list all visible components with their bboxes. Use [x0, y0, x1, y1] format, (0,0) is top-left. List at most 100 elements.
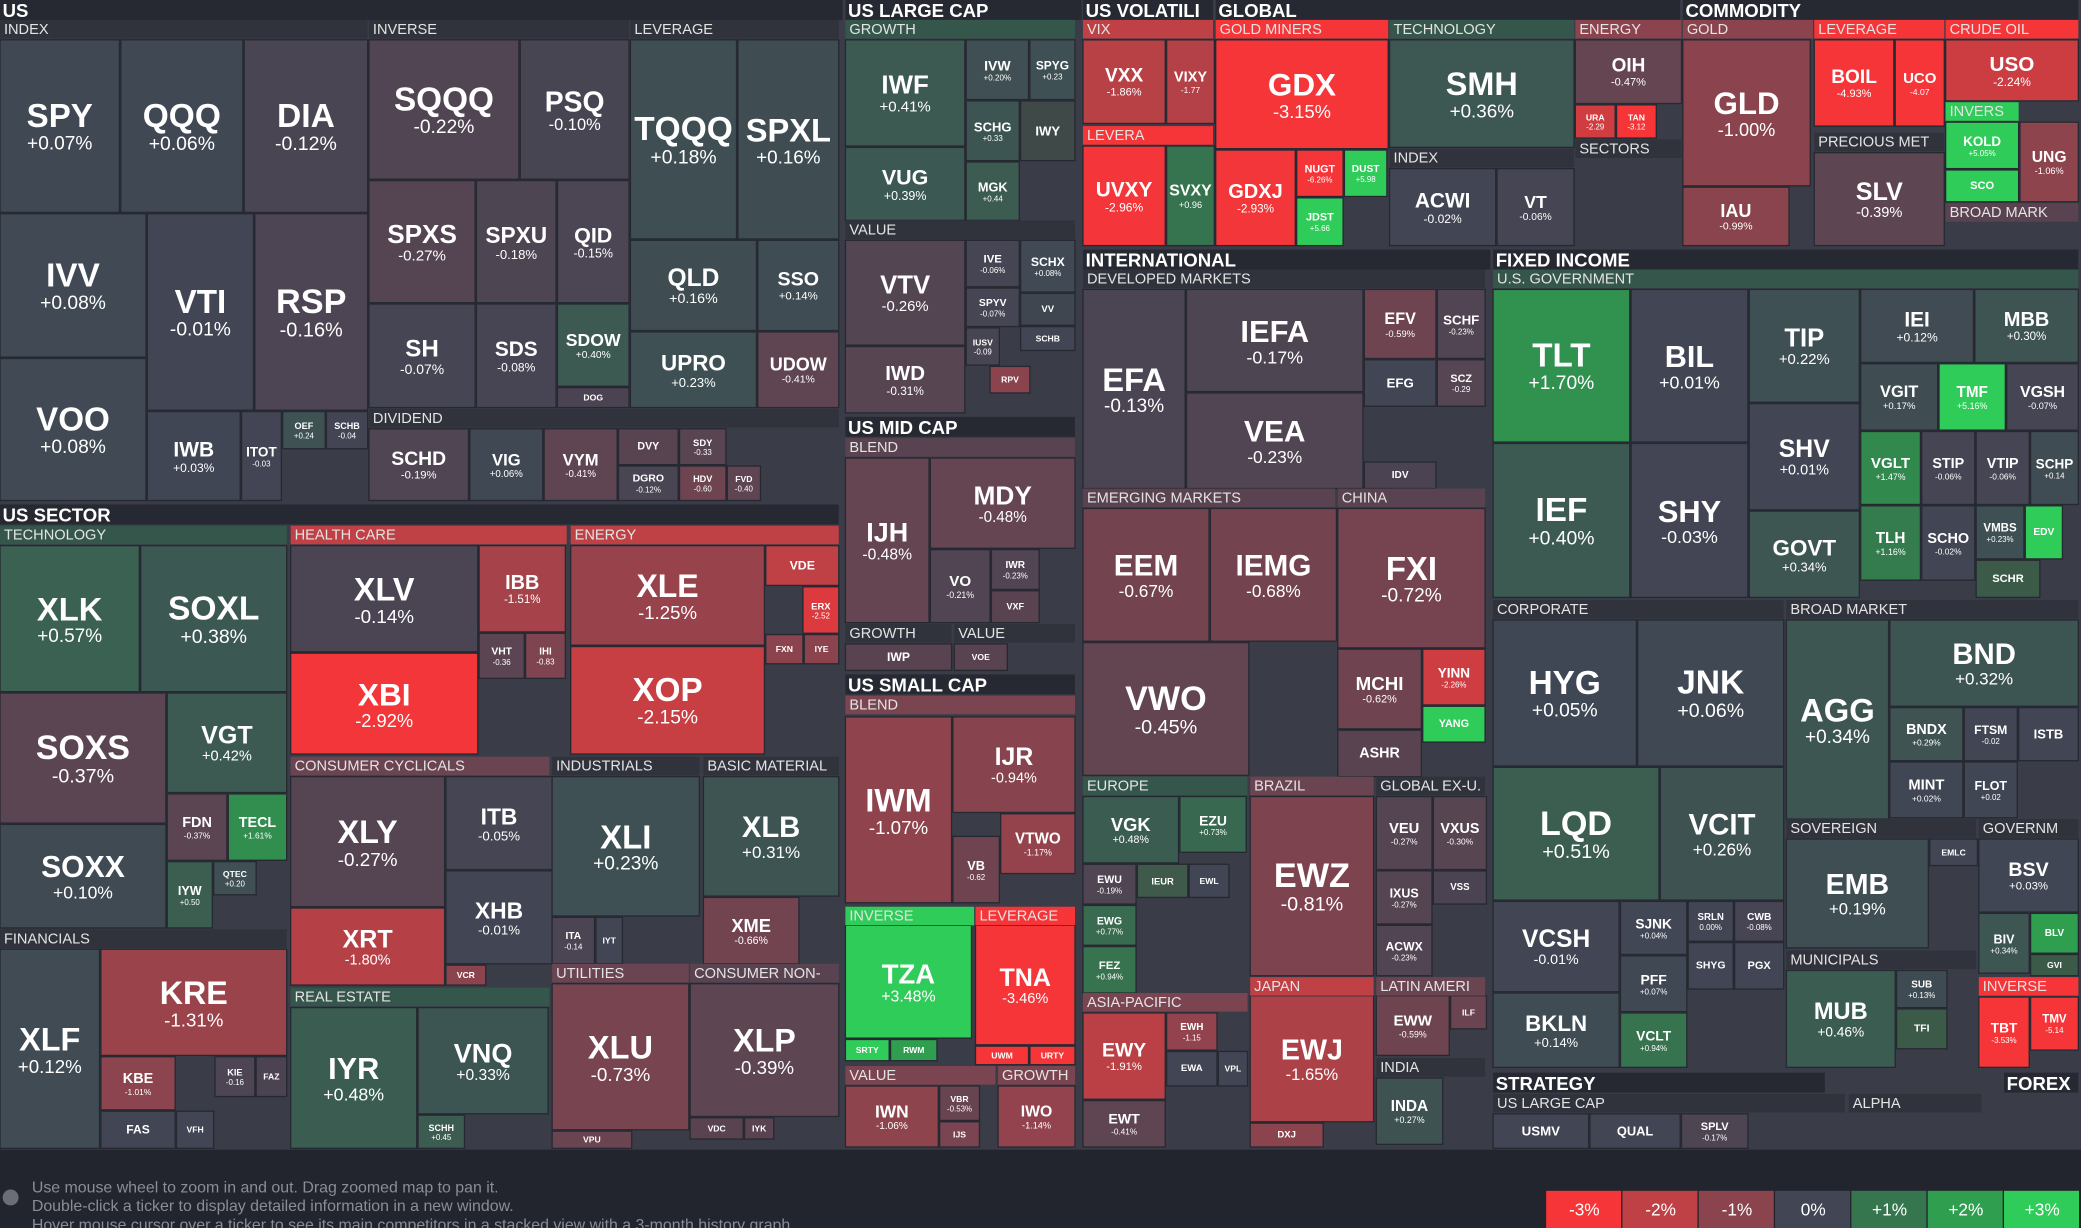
tile-change[interactable]: -0.23% [1449, 327, 1474, 336]
tile[interactable] [1082, 904, 1137, 946]
tile[interactable] [2029, 430, 2080, 506]
tile-change[interactable]: -0.06% [1989, 471, 2016, 481]
tile[interactable] [0, 948, 101, 1150]
tile-change[interactable]: -3.12 [1627, 123, 1646, 132]
tile-change[interactable]: +5.98 [1356, 175, 1377, 184]
tile-ticker[interactable]: PFF [1641, 972, 1667, 988]
tile[interactable] [368, 39, 520, 180]
tile-ticker[interactable]: SH [405, 335, 439, 362]
tile[interactable] [965, 287, 1020, 328]
tile-ticker[interactable]: VOE [972, 652, 990, 662]
tile-change[interactable]: +0.33 [983, 134, 1004, 143]
tile-change[interactable]: +0.13% [1908, 991, 1935, 1000]
tile-ticker[interactable]: VWO [1125, 680, 1206, 718]
tile-change[interactable]: +0.31% [742, 843, 800, 862]
tile-ticker[interactable]: XLU [588, 1029, 653, 1065]
tile[interactable] [175, 1110, 215, 1150]
tile[interactable] [965, 239, 1020, 288]
tile-ticker[interactable]: IYT [602, 936, 616, 946]
tile[interactable] [1029, 39, 1076, 101]
tile[interactable] [2006, 363, 2080, 431]
tile-change[interactable]: +0.51% [1542, 841, 1610, 863]
tile[interactable] [629, 239, 758, 332]
tile[interactable] [989, 365, 1031, 394]
tile[interactable] [1082, 1099, 1166, 1148]
tile[interactable] [952, 716, 1076, 814]
tile[interactable] [1492, 766, 1660, 901]
tile[interactable] [1337, 648, 1423, 730]
tile[interactable] [1492, 288, 1631, 443]
tile-ticker[interactable]: SCHH [429, 1123, 455, 1133]
tile-ticker[interactable]: BIL [1665, 340, 1714, 374]
tile-change[interactable]: -0.41% [782, 375, 815, 386]
tile[interactable] [1748, 402, 1861, 511]
tile-change[interactable]: -0.01% [1534, 952, 1579, 968]
tile-ticker[interactable]: QQQ [143, 98, 221, 135]
tile[interactable] [1619, 1012, 1688, 1069]
tile-change[interactable]: -0.14% [354, 606, 414, 627]
tile-ticker[interactable]: INDA [1391, 1098, 1428, 1115]
tile-ticker[interactable]: SPXS [387, 219, 457, 249]
tile[interactable] [617, 465, 679, 502]
tile-ticker[interactable]: CWB [1747, 912, 1771, 923]
tile[interactable] [1615, 104, 1657, 139]
tile-ticker[interactable]: MDY [973, 481, 1032, 511]
tile-change[interactable]: +0.01% [1659, 372, 1720, 392]
tile-ticker[interactable]: SCHG [974, 119, 1012, 134]
tile[interactable] [2019, 121, 2080, 203]
tile[interactable] [1978, 912, 2030, 974]
tile-change[interactable]: +0.57% [37, 626, 102, 647]
tile-ticker[interactable]: XLK [37, 591, 103, 628]
tile[interactable] [1082, 507, 1210, 642]
tile-ticker[interactable]: SPXU [485, 222, 547, 248]
tile-change[interactable]: -0.29 [1452, 385, 1471, 394]
tile-ticker[interactable]: IXUS [1390, 886, 1419, 900]
tile-ticker[interactable]: XHB [475, 898, 523, 924]
tile[interactable] [702, 896, 800, 965]
tile-ticker[interactable]: IVW [984, 58, 1011, 74]
tile-ticker[interactable]: IUSV [973, 338, 993, 348]
tile[interactable] [475, 179, 557, 304]
tile-ticker[interactable]: UWM [991, 1050, 1013, 1060]
tile[interactable] [1574, 39, 1683, 105]
tile-change[interactable]: -1.01% [125, 1087, 152, 1097]
tile[interactable] [543, 428, 618, 502]
tile-change[interactable]: +0.38% [180, 626, 247, 648]
tile-change[interactable]: +0.96 [1179, 200, 1202, 210]
tile-change[interactable]: +5.05% [1969, 149, 1996, 158]
tile-ticker[interactable]: BOIL [1831, 67, 1877, 88]
tile[interactable] [240, 410, 283, 502]
tile[interactable] [1733, 900, 1785, 942]
tile-ticker[interactable]: SCHD [391, 448, 446, 470]
tile[interactable] [1422, 705, 1486, 743]
tile[interactable] [0, 823, 167, 929]
tile[interactable] [1860, 430, 1922, 506]
tile-change[interactable]: +0.30% [2007, 331, 2046, 343]
tile-change[interactable]: -1.51% [504, 594, 541, 606]
tile[interactable] [689, 983, 840, 1118]
tile[interactable] [551, 775, 701, 917]
tile-change[interactable]: -0.83 [536, 658, 555, 667]
tile-change[interactable]: -0.72% [1381, 585, 1442, 606]
tile-change[interactable]: -0.39% [1856, 205, 1902, 221]
tile[interactable] [1343, 149, 1388, 198]
tile-ticker[interactable]: URA [1586, 112, 1605, 122]
tile[interactable] [965, 161, 1020, 222]
tile-change[interactable]: +0.40% [1528, 527, 1594, 549]
tile-change[interactable]: +5.66 [1310, 224, 1331, 233]
tile-ticker[interactable]: MINT [1908, 778, 1944, 794]
tile-ticker[interactable]: DGRO [633, 474, 664, 485]
tile-change[interactable]: +0.44 [983, 194, 1004, 203]
tile-ticker[interactable]: SCHF [1443, 312, 1479, 327]
tile-change[interactable]: -0.27% [1392, 901, 1417, 910]
tile-ticker[interactable]: ERX [811, 601, 831, 612]
tile[interactable] [974, 1045, 1030, 1066]
tile[interactable] [965, 100, 1020, 162]
tile-change[interactable]: -0.06% [1519, 212, 1551, 223]
tile-change[interactable]: +3.48% [881, 988, 935, 1005]
tile-ticker[interactable]: VEU [1389, 821, 1419, 837]
tile[interactable] [551, 1130, 633, 1150]
tile-change[interactable]: -1.06% [876, 1121, 908, 1132]
tile[interactable] [1375, 870, 1433, 925]
tile[interactable] [1165, 1050, 1218, 1087]
